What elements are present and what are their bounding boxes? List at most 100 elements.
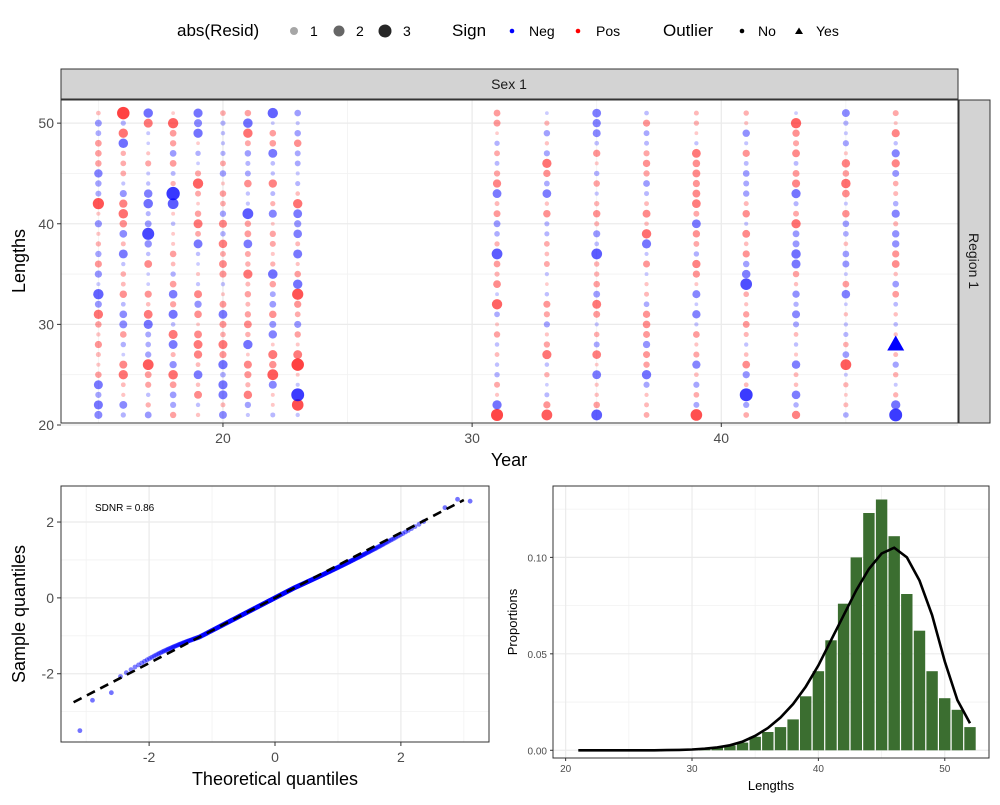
bubble-point [294,301,301,308]
bubble-point [196,141,200,145]
bubble-point [544,341,550,347]
bubble-point [595,363,599,367]
bubble-point [245,140,251,146]
bubble-point [843,140,849,146]
bubble-point [643,382,649,388]
bubble-point [594,141,599,146]
bubble-point [492,400,501,409]
bubble-point [221,282,225,286]
bubble-point [269,311,276,318]
bubble-point [95,160,102,167]
bubble-point [792,360,800,368]
bubble-point [96,332,100,336]
bubble-point [196,382,201,387]
legend-sign-key-neg [510,29,515,34]
bubble-point [119,370,128,379]
bubble-point [117,107,129,119]
bubble-point [543,301,550,308]
bubble-point [844,242,849,247]
qq-y-axis-title: Sample quantiles [9,545,29,683]
bubble-point [545,252,550,257]
bubble-point [694,372,699,377]
bubble-point [692,190,700,198]
bubble-point [145,291,152,298]
bubble-point [593,210,600,217]
bubble-point [643,341,650,348]
bubble-point [121,393,125,397]
hist-bar [800,696,811,750]
bubble-point [194,301,201,308]
bubble-point [893,272,898,277]
bubble-point [95,130,101,136]
bubble-point [296,171,300,175]
bubble-point [244,391,252,399]
bubble-point [494,220,501,227]
bubble-point [145,331,151,337]
bubble-point [119,361,127,369]
bubble-point [96,282,100,286]
bubble-point [296,343,300,347]
bubble-point [693,382,699,388]
bubble-point [743,181,749,187]
bubble-point [170,281,177,288]
bubble-point [792,291,799,298]
bubble-point [245,150,252,157]
bubble-point [296,373,300,377]
legend-outlier-label-yes: Yes [816,23,839,39]
bubble-point [844,272,848,276]
bubble-y-tick-label: 50 [38,115,54,131]
bubble-point [692,170,700,178]
bubble-point [271,171,275,175]
bubble-point [170,381,177,388]
bubble-point [642,239,651,248]
legend-size-key-1 [290,27,298,35]
bubble-point [120,171,126,177]
bubble-point [595,161,599,165]
bubble-point [545,272,549,276]
bubble-point [219,310,228,319]
bubble-point [843,121,848,126]
bubble-point [96,363,100,367]
bubble-point [495,322,499,326]
bubble-point [171,262,176,267]
bubble-point [694,392,700,398]
bubble-point [643,150,649,156]
bubble-point [494,311,500,317]
bubble-point [194,340,203,349]
bubble-point [892,250,899,257]
bubble-point [121,282,126,287]
bubble-point [245,251,251,257]
bubble-point [794,161,799,166]
bubble-point [643,321,651,329]
bubble-point [843,412,849,418]
bubble-point [196,272,200,276]
bubble-point [121,382,126,387]
bubble-point [740,278,752,290]
bubble-point [170,271,175,276]
bubble-point [492,249,503,260]
bubble-point [843,351,850,358]
bubble-point [146,402,151,407]
bubble-point [791,219,800,228]
bubble-point [594,332,600,338]
bubble-point [146,393,151,398]
bubble-x-tick-label: 40 [714,430,730,446]
bubble-point [644,402,649,407]
bubble-point [219,260,227,268]
bubble-point [743,110,748,115]
bubble-point [591,249,602,260]
bubble-point [744,302,748,306]
bubble-point [792,259,801,268]
bubble-point [494,241,499,246]
bubble-point [794,342,798,346]
bubble-point [270,291,276,297]
bubble-point [495,393,499,397]
bubble-point [495,131,499,135]
bubble-point [94,400,103,409]
bubble-point [119,401,127,409]
bubble-point [792,130,799,137]
qq-sdnr-annotation: SDNR = 0.86 [95,503,155,514]
bubble-point [792,310,800,318]
bubble-point [268,350,277,359]
